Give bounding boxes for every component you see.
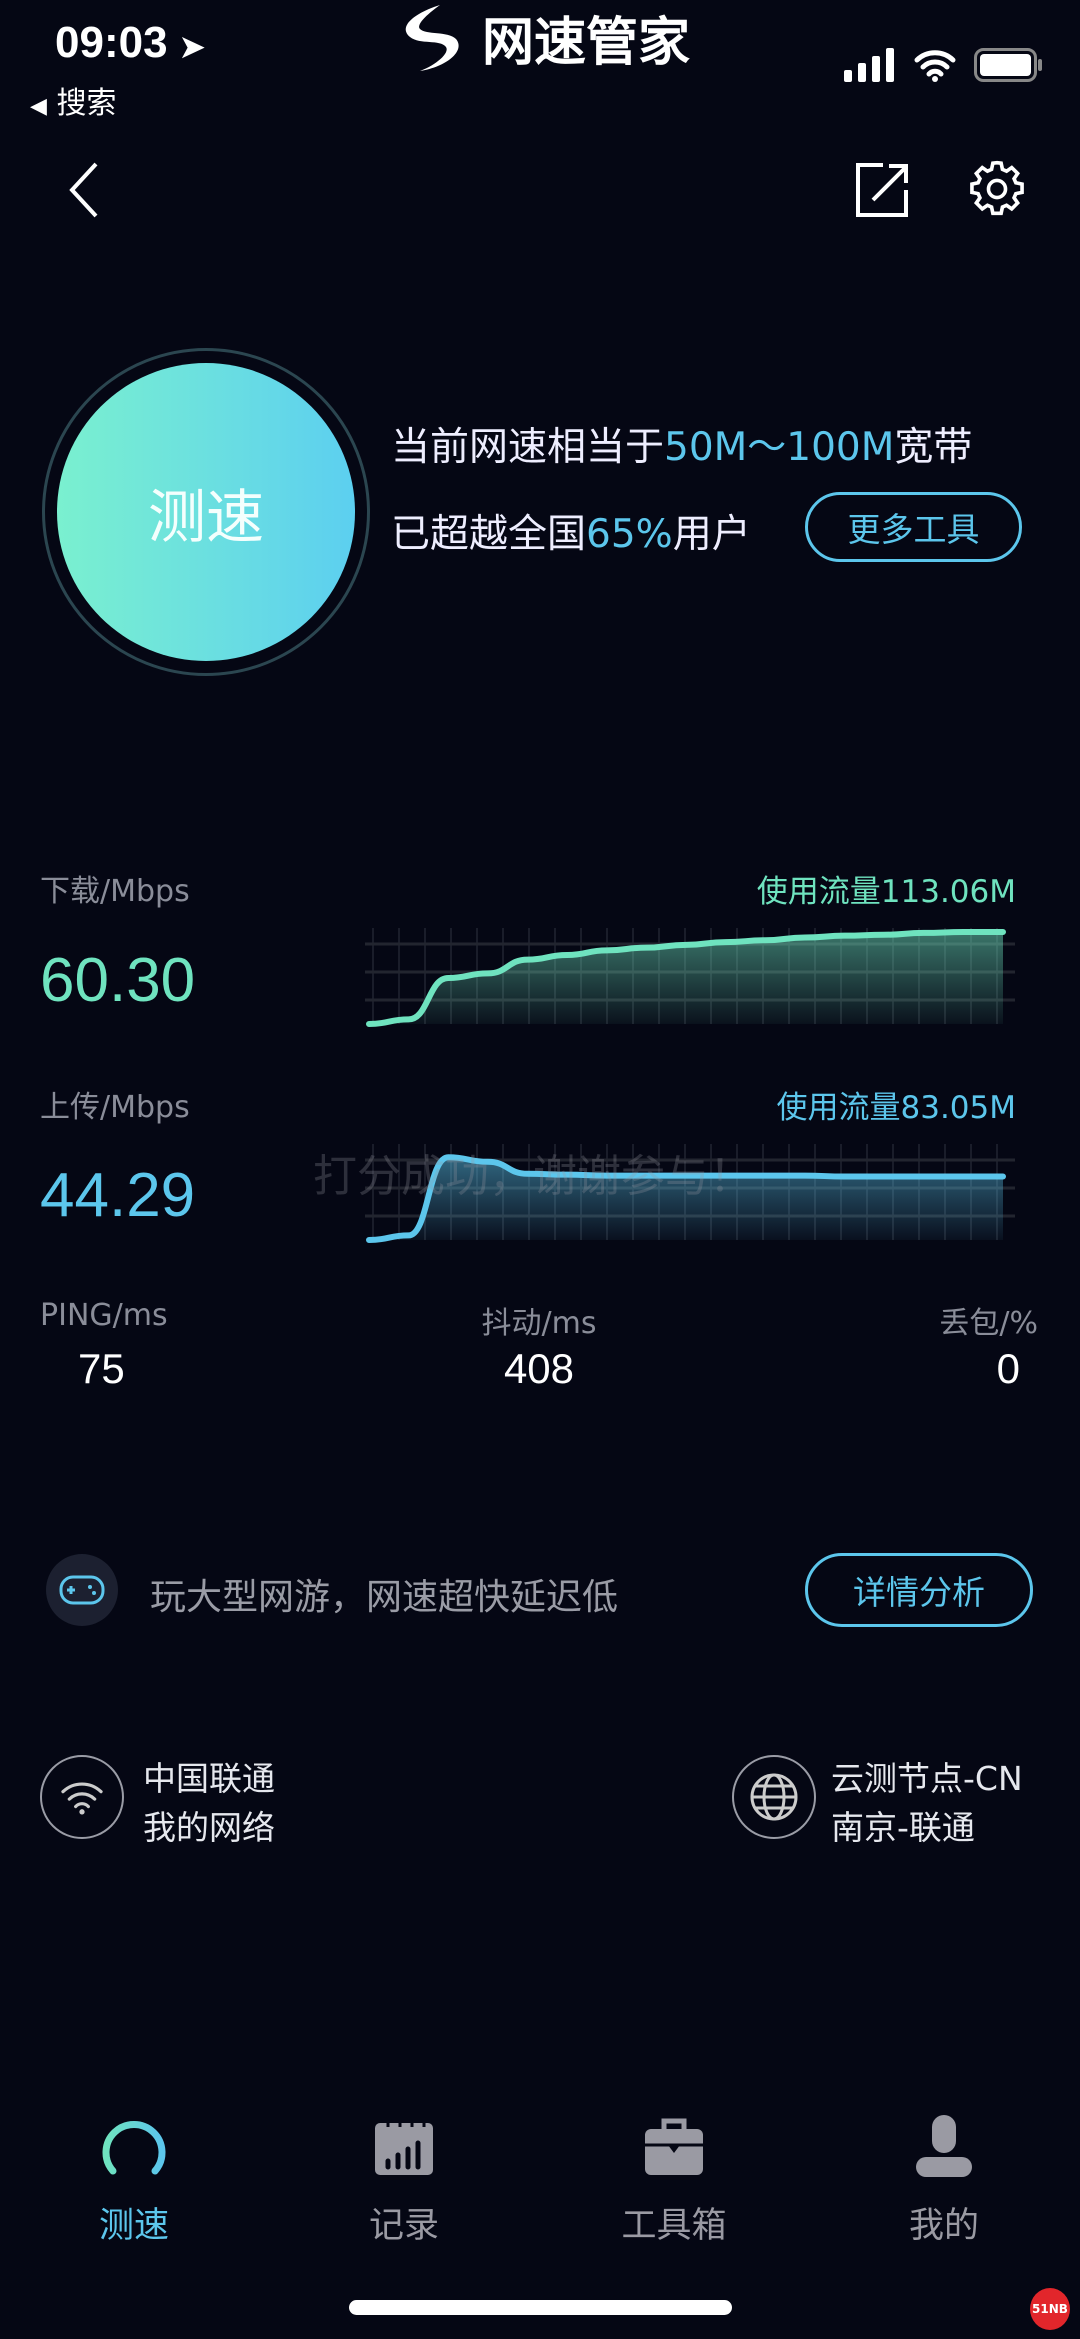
chart-line [366,1154,1006,1243]
server-node-info[interactable]: 云测节点-CN 南京-联通 [831,1754,1023,1852]
game-tip-text: 玩大型网游，网速超快延迟低 [150,1577,619,1618]
tab-profile[interactable]: 我的 [844,2115,1044,2248]
logo-icon [405,4,459,71]
bandwidth-equivalent: 当前网速相当于50M～100M宽带 [391,416,972,472]
node-location: 南京-联通 [831,1808,975,1847]
speedometer-icon [102,2120,166,2175]
title-text: 网速管家 [481,13,690,73]
network-info: 中国联通 我的网络 [143,1754,275,1852]
upload-label: 上传/Mbps [40,1090,190,1125]
upload-value: 44.29 [40,1161,196,1230]
back-to-app[interactable]: ◀ 搜索 [30,78,116,122]
watermark-badge: 51NB [1030,2288,1070,2330]
tab-label: 我的 [908,2206,979,2246]
back-icon[interactable] [64,160,104,220]
toolbox-icon [645,2118,703,2175]
percentile-value: 65% [586,512,673,557]
back-triangle-icon: ◀ [30,94,47,119]
chart-area [369,932,1003,1024]
bandwidth-range: 50M～100M [664,425,895,470]
wifi-icon [914,50,956,82]
gear-icon[interactable] [966,158,1028,220]
carrier-name: 中国联通 [143,1759,275,1798]
bandwidth-prefix: 当前网速相当于 [391,425,665,470]
tab-speed-test[interactable]: 测速 [34,2115,234,2248]
tab-records[interactable]: 记录 [304,2115,504,2248]
upload-chart [365,1144,1015,1243]
download-chart [365,928,1015,1027]
upload-traffic: 使用流量83.05M [776,1090,1017,1126]
more-tools-button[interactable]: 更多工具 [805,492,1022,562]
ping-value: 75 [78,1345,125,1392]
download-traffic: 使用流量113.06M [756,874,1016,910]
detail-analysis-button[interactable]: 详情分析 [805,1553,1033,1627]
percentile-prefix: 已超越全国 [391,512,587,557]
records-chart-icon [375,2117,433,2175]
user-icon [916,2115,972,2177]
loss-value: 0 [996,1345,1020,1392]
tab-label: 测速 [98,2206,169,2246]
wifi-network-icon [40,1755,124,1839]
tab-toolbox[interactable]: 工具箱 [574,2115,774,2248]
ping-label: PING/ms [40,1298,168,1333]
signal-icon [844,48,894,82]
home-indicator[interactable] [349,2300,732,2315]
globe-icon [732,1755,816,1839]
location-icon: ➤ [179,31,205,64]
speed-test-button[interactable]: 测速 [57,363,355,661]
back-app-label: 搜索 [56,86,117,121]
time-text: 09:03 [55,18,168,67]
download-label: 下载/Mbps [40,874,190,909]
status-icons [844,48,1044,82]
bandwidth-suffix: 宽带 [894,425,973,470]
percentile-suffix: 用户 [672,512,751,557]
percentile-text: 已超越全国65%用户 [391,503,751,559]
share-icon[interactable] [855,162,909,218]
status-time: 09:03 ➤ [55,18,205,68]
jitter-label: 抖动/ms [481,1306,597,1341]
test-button-ring [42,348,370,676]
app-title: 网速管家 [0,0,1080,75]
loss-label: 丢包/% [939,1306,1038,1341]
jitter-value: 408 [503,1345,575,1392]
badge-text: 51NB [1032,2302,1068,2316]
chart-line [366,929,1006,1027]
toast-message: 打分成功，谢谢参与！ [313,1151,753,1202]
node-name: 云测节点-CN [831,1759,1023,1798]
speed-test-label: 测速 [147,483,264,551]
tab-label: 记录 [368,2206,439,2246]
my-network-label: 我的网络 [143,1808,275,1847]
battery-icon [974,48,1042,82]
download-value: 60.30 [40,946,196,1015]
tab-label: 工具箱 [621,2206,727,2246]
gamepad-icon [46,1554,118,1626]
